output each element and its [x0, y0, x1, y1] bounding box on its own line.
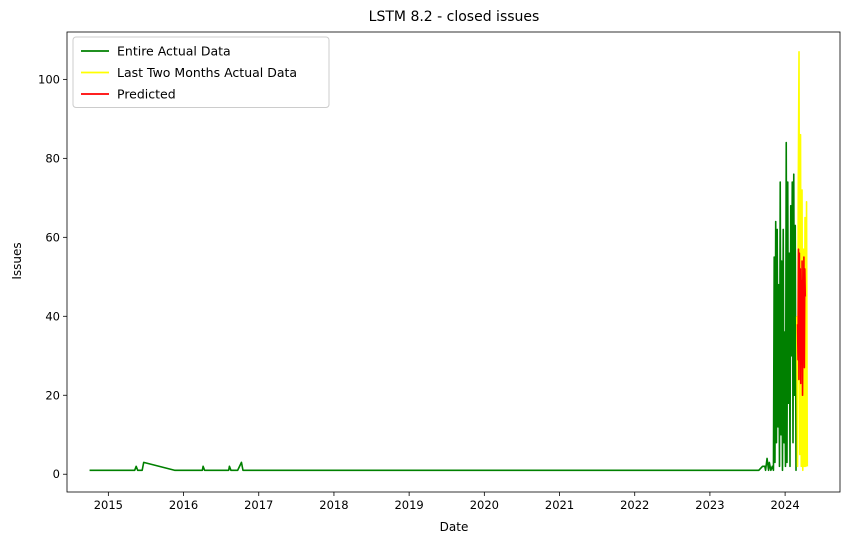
x-tick-label: 2015 — [94, 498, 123, 512]
y-tick-label: 100 — [38, 72, 60, 86]
legend-box — [72, 36, 330, 108]
legend-label-0: Entire Actual Data — [117, 44, 231, 59]
legend-label-2: Predicted — [117, 87, 176, 102]
series-line-1 — [795, 50, 809, 472]
plot-area — [89, 50, 809, 472]
x-tick-label: 2023 — [695, 498, 724, 512]
x-tick-label: 2018 — [319, 498, 348, 512]
y-axis-label: Issues — [10, 242, 24, 279]
x-tick-label: 2016 — [169, 498, 198, 512]
series-line-0 — [89, 141, 798, 472]
legend-label-1: Last Two Months Actual Data — [117, 65, 297, 80]
plot-frame — [66, 31, 841, 493]
x-tick-label: 2020 — [470, 498, 499, 512]
axes: 2015 2016 2017 2018 2019 2020 2021 2022 2023 2024… — [38, 31, 841, 512]
y-tick-label: 20 — [45, 388, 60, 402]
chart-title: LSTM 8.2 - closed issues — [369, 9, 540, 25]
x-tick-label: 2021 — [545, 498, 574, 512]
y-tick-label: 40 — [45, 309, 60, 323]
y-tick-label: 60 — [45, 230, 60, 244]
y-tick-label: 0 — [53, 467, 60, 481]
legend: Entire Actual Data Last Two Months Actual… — [72, 36, 330, 108]
x-tick-label: 2022 — [620, 498, 649, 512]
y-tick-label: 80 — [45, 151, 60, 165]
x-tick-label: 2024 — [770, 498, 799, 512]
x-tick-label: 2019 — [394, 498, 423, 512]
x-tick-label: 2017 — [244, 498, 273, 512]
series-line-2 — [796, 248, 807, 397]
x-axis-label: Date — [440, 520, 469, 534]
